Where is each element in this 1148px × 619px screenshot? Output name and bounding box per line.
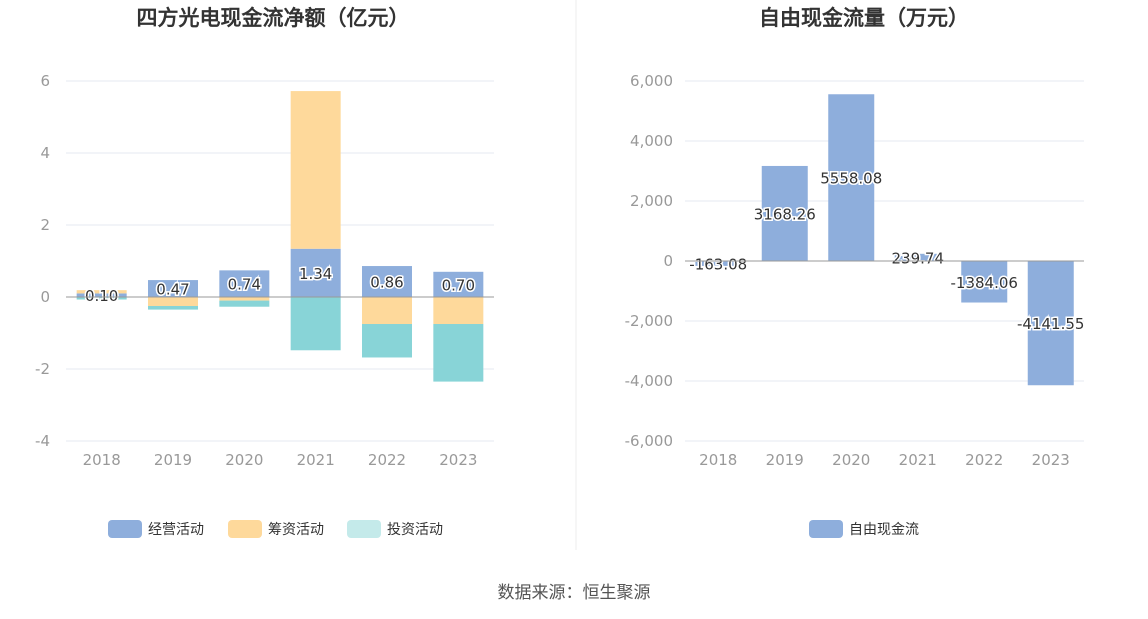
chart1-y-tick-label: 2 [40,216,50,234]
chart2-y-tick-label: 6,000 [630,72,673,90]
chart2-y-tick-label: 2,000 [630,192,673,210]
chart1-value-label: 1.34 [299,265,332,283]
chart2-value-label: 239.74 [892,249,945,267]
chart2-legend-swatch [809,520,843,538]
free-cash-flow-chart: 自由现金流量（万元） 6,000 4,000 2,000 0 -2,000 -4,000 -… [625,6,1086,538]
chart1-bar-financing-2023 [433,297,484,324]
chart1-bars [76,91,484,382]
chart1-legend-swatch-investing [347,520,381,538]
chart1-bar-operating-2023 [433,271,484,297]
chart1-bar-investing-2022 [362,324,412,358]
chart2-value-label: 3168.26 [754,205,816,223]
chart2-y-axis: 6,000 4,000 2,000 0 -2,000 -4,000 -6,000 [625,72,673,450]
chart1-value-label: 0.74 [228,276,261,294]
chart1-x-tick-label: 2020 [225,451,263,469]
chart1-bar-financing-2022 [362,297,412,324]
source-footer: 数据来源：恒生聚源 [498,583,651,603]
chart1-y-tick-label: -4 [35,432,50,450]
chart2-bar-2023 [1027,261,1074,386]
chart1-bar-financing-2021 [290,91,341,249]
chart1-bar-investing-2020 [219,300,270,307]
chart1-value-label: 0.70 [442,276,475,294]
chart1-bar-operating-2019 [148,280,198,297]
chart2-x-tick-label: 2022 [965,451,1003,469]
chart1-bar-investing-2018 [76,297,127,300]
chart2-bar-2018 [695,261,742,266]
chart1-legend: 经营活动 筹资活动 投资活动 [108,520,443,538]
chart2-bar-2020 [828,94,875,261]
chart1-bar-financing-2019 [148,297,198,306]
chart2-legend: 自由现金流 [809,520,919,538]
chart1-bar-financing-2020 [219,297,270,301]
chart1-bar-investing-2021 [290,297,341,351]
chart1-gridlines [66,80,494,442]
chart1-bar-operating-2022 [362,266,412,297]
chart1-y-tick-label: 0 [40,288,50,306]
chart2-bars [695,94,1074,386]
chart2-x-tick-label: 2021 [899,451,937,469]
chart1-y-axis: 6 4 2 0 -2 -4 [35,72,50,450]
chart1-value-label: 0.86 [370,274,403,292]
chart1-x-tick-label: 2018 [83,451,121,469]
chart1-x-tick-label: 2022 [368,451,406,469]
chart1-legend-swatch-financing [228,520,262,538]
chart2-y-tick-label: 4,000 [630,132,673,150]
chart1-bar-financing-2018 [76,290,127,294]
chart1-bar-investing-2019 [148,306,198,310]
chart1-legend-label: 经营活动 [148,522,204,538]
chart2-gridlines [685,80,1084,442]
chart1-x-tick-label: 2023 [439,451,477,469]
chart1-x-tick-label: 2019 [154,451,192,469]
chart1-y-tick-label: -2 [35,360,50,378]
chart2-x-tick-label: 2018 [699,451,737,469]
chart2-value-label: 5558.08 [820,170,882,188]
chart2-y-tick-label: -4,000 [625,372,673,390]
chart1-title: 四方光电现金流净额（亿元） [137,6,410,30]
chart1-data-labels: 0.10 0.47 0.74 1.34 0.86 0.70 [83,263,476,306]
chart1-legend-label: 投资活动 [387,522,443,538]
chart1-x-axis: 2018 2019 2020 2021 2022 2023 [66,296,494,469]
chart2-bar-2022 [961,261,1008,303]
chart2-bar-2021 [894,253,941,261]
chart2-x-tick-label: 2019 [766,451,804,469]
chart1-x-tick-label: 2021 [297,451,335,469]
chart2-x-tick-label: 2020 [832,451,870,469]
chart1-value-label: 0.10 [85,287,118,305]
chart2-value-label: -1384.06 [951,274,1018,292]
chart2-title: 自由现金流量（万元） [759,6,969,30]
chart2-y-tick-label: -2,000 [625,312,673,330]
chart1-y-tick-label: 4 [40,144,50,162]
chart2-x-axis: 2018 2019 2020 2021 2022 2023 [685,260,1084,469]
chart1-value-label: 0.47 [156,281,189,299]
chart1-bar-investing-2023 [433,324,484,382]
chart1-bar-operating-2021 [290,248,341,297]
chart1-bar-operating-2018 [76,293,127,297]
chart2-bar-2019 [761,165,808,261]
chart2-x-tick-label: 2023 [1032,451,1070,469]
chart2-y-tick-label: -6,000 [625,432,673,450]
chart2-value-label: -4141.55 [1017,315,1084,333]
chart2-legend-label: 自由现金流 [849,522,919,538]
chart1-legend-swatch-operating [108,520,142,538]
chart1-y-tick-label: 6 [40,72,50,90]
chart1-legend-label: 筹资活动 [268,521,324,538]
chart2-value-label: -163.08 [689,255,747,273]
chart1-bar-operating-2020 [219,270,270,297]
chart2-y-tick-label: 0 [663,252,673,270]
